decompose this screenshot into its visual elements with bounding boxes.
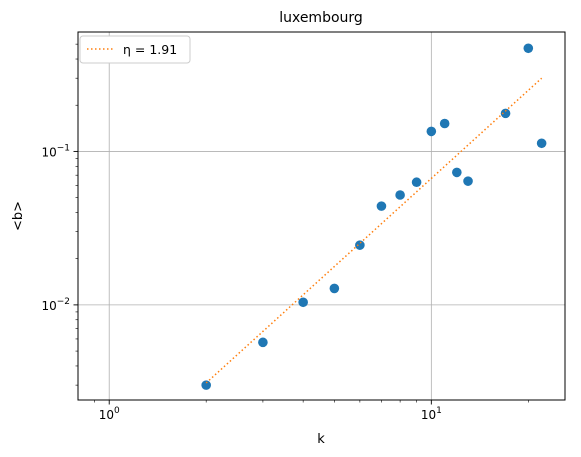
plot-frame <box>77 31 566 401</box>
plot-series <box>201 43 547 390</box>
data-point-1 <box>258 337 268 348</box>
data-point-14 <box>536 138 547 149</box>
data-point-8 <box>426 126 437 137</box>
legend-box <box>79 35 191 64</box>
data-point-4 <box>355 240 365 250</box>
chart-title: luxembourg <box>279 10 363 26</box>
data-point-0 <box>201 380 211 390</box>
data-point-9 <box>439 118 450 129</box>
legend-label: η = 1.91 <box>123 42 177 57</box>
grid <box>78 32 565 400</box>
data-point-6 <box>395 190 405 200</box>
data-point-12 <box>500 108 511 119</box>
data-point-7 <box>411 177 422 188</box>
data-point-3 <box>329 283 340 294</box>
data-point-11 <box>463 176 473 186</box>
x-axis-label: k <box>317 432 325 447</box>
data-point-13 <box>523 43 534 54</box>
data-point-5 <box>376 201 387 211</box>
y-axis-label: <b> <box>11 201 26 231</box>
data-point-2 <box>298 297 308 308</box>
legend: η = 1.91 <box>79 35 191 64</box>
data-point-10 <box>452 167 462 178</box>
